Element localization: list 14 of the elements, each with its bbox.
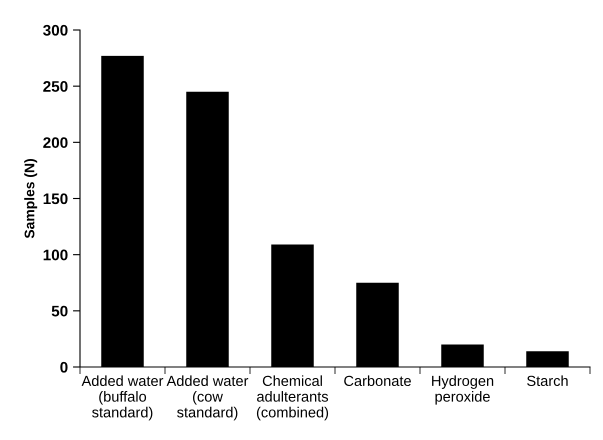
y-axis-title: Samples (N)	[24, 159, 38, 238]
y-tick-label: 150	[44, 193, 68, 204]
y-tick-label: 300	[43, 24, 68, 36]
x-tick-label: Starch	[527, 375, 568, 386]
y-tick-label: 200	[43, 137, 68, 148]
x-tick-label: Hydrogen peroxide	[432, 375, 494, 405]
x-tick-label: Added water (buffalo standard)	[82, 375, 164, 420]
y-tick-label: 0	[60, 362, 68, 373]
x-tick-label: Carbonate	[344, 375, 411, 386]
y-tick-label: 50	[52, 306, 68, 317]
x-tick-label: Chemical adulterants (combined)	[256, 375, 328, 420]
y-tick-label: 250	[43, 81, 68, 92]
y-tick-label: 100	[44, 250, 68, 260]
x-tick-label: Added water (cow standard)	[166, 375, 248, 420]
